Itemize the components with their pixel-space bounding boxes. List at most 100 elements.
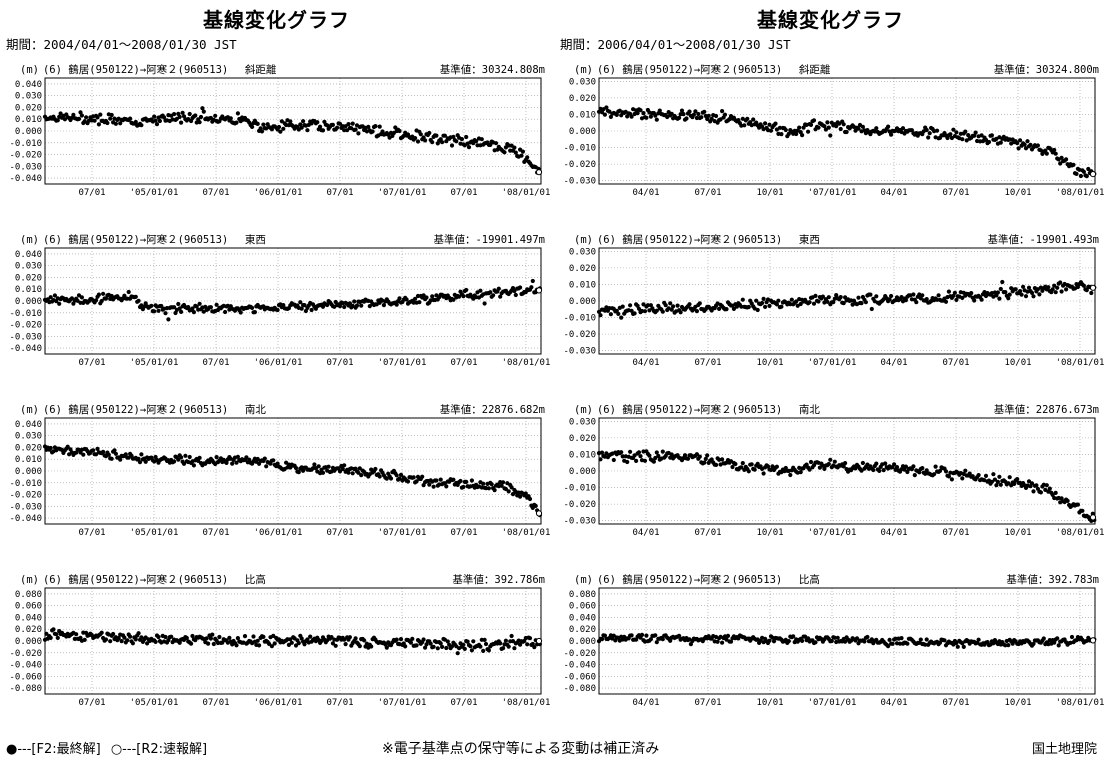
y-tick-label: -0.040 (9, 174, 42, 184)
data-point (108, 116, 113, 121)
data-point (213, 113, 218, 118)
data-point (760, 300, 765, 306)
x-tick-label: 04/01 (632, 358, 659, 368)
y-tick-label: 0.010 (569, 280, 596, 290)
data-point (354, 303, 360, 308)
data-point (469, 648, 474, 653)
data-point (518, 642, 523, 647)
data-point (183, 453, 188, 458)
data-point (874, 126, 879, 131)
y-tick-label: -0.080 (563, 684, 596, 694)
data-point (1075, 502, 1080, 507)
data-point (55, 118, 60, 123)
y-tick-label: 0.060 (15, 602, 42, 612)
y-tick-label: 0.040 (15, 80, 42, 90)
data-point (343, 124, 348, 129)
x-tick-label: 07/01 (450, 358, 477, 368)
data-point (1026, 479, 1032, 484)
data-point (967, 471, 972, 476)
data-point (724, 637, 729, 642)
data-point (963, 468, 968, 473)
data-point (342, 304, 347, 310)
data-point (838, 295, 843, 300)
data-point (767, 303, 772, 308)
data-point (1028, 142, 1033, 147)
data-points (596, 105, 1097, 179)
data-point (449, 143, 455, 148)
y-tick-label: 0.010 (569, 110, 596, 120)
data-point (877, 468, 882, 473)
data-point (639, 632, 645, 637)
data-points (596, 449, 1097, 523)
data-point (1018, 289, 1023, 294)
data-point (320, 304, 326, 309)
data-point (529, 285, 534, 290)
data-point (481, 481, 486, 486)
scatter-plot: 0.030 0.020 0.010 0.000 -0.010 -0.020 -0.030 04… (563, 77, 1104, 198)
quick-solution-point (535, 287, 543, 294)
x-tick-label: 10/01 (756, 358, 783, 368)
data-point (768, 467, 774, 472)
data-point (976, 473, 981, 478)
data-point (250, 305, 255, 310)
data-point (428, 641, 433, 646)
scatter-plot: 0.030 0.020 0.010 0.000 -0.010 -0.020 -0.030 04… (563, 247, 1104, 368)
data-point (917, 470, 922, 475)
data-point (822, 124, 827, 129)
data-point (180, 110, 185, 115)
data-point (914, 300, 919, 305)
x-tick-label: 07/01 (326, 358, 353, 368)
data-point (1064, 287, 1069, 292)
data-point (1018, 138, 1023, 143)
data-point (628, 303, 633, 308)
data-point (359, 303, 364, 308)
scatter-plot: 0.0400.0300.0200.0100.000-0.010-0.020-0.… (9, 77, 550, 198)
data-point (920, 293, 925, 298)
scatter-plot: 0.030 0.020 0.010 0.000 -0.010 -0.020 -0.030 04… (563, 417, 1104, 538)
data-point (632, 453, 637, 458)
data-point (296, 641, 301, 646)
data-point (832, 459, 837, 464)
x-tick-label: 07/01 (694, 528, 721, 538)
data-point (235, 454, 240, 459)
data-point (813, 640, 818, 645)
data-point (357, 644, 362, 649)
data-point (937, 468, 943, 473)
data-point (715, 639, 720, 644)
data-point (663, 303, 668, 308)
right-panel: 基線変化グラフ 期間：2006/04/01～2008/01/30 JST (m)… (554, 0, 1107, 708)
data-point (116, 636, 121, 641)
data-point (798, 470, 803, 475)
data-point (384, 476, 389, 481)
data-point (48, 445, 53, 451)
data-point (1026, 285, 1032, 290)
data-point (960, 641, 965, 646)
data-point (179, 455, 184, 460)
y-tick-label: 0.010 (569, 450, 596, 460)
data-point (356, 131, 361, 136)
data-point (503, 486, 508, 492)
data-point (811, 301, 817, 306)
data-point (994, 483, 999, 488)
y-tick-label: -0.020 (563, 160, 596, 170)
data-point (95, 446, 100, 451)
data-point (976, 637, 981, 642)
data-point (98, 112, 103, 117)
data-point (430, 140, 435, 145)
data-point (414, 643, 419, 648)
data-point (697, 454, 702, 459)
data-point (410, 636, 415, 641)
data-point (822, 466, 827, 471)
data-point (1007, 292, 1012, 297)
data-point (933, 464, 938, 469)
baseline-pair: (6) 鶴居(950122)→阿寒２(960513) (42, 404, 229, 416)
data-point (949, 477, 954, 482)
data-point (949, 135, 954, 141)
data-point (133, 294, 138, 299)
y-tick-label: -0.020 (9, 649, 42, 659)
data-point (347, 301, 352, 306)
data-point (854, 636, 860, 641)
data-point (768, 128, 774, 133)
chart-north-south: (m) (6) 鶴居(950122)→阿寒２(960513) 南北 基準値：228… (554, 402, 1107, 552)
data-point (377, 124, 382, 129)
